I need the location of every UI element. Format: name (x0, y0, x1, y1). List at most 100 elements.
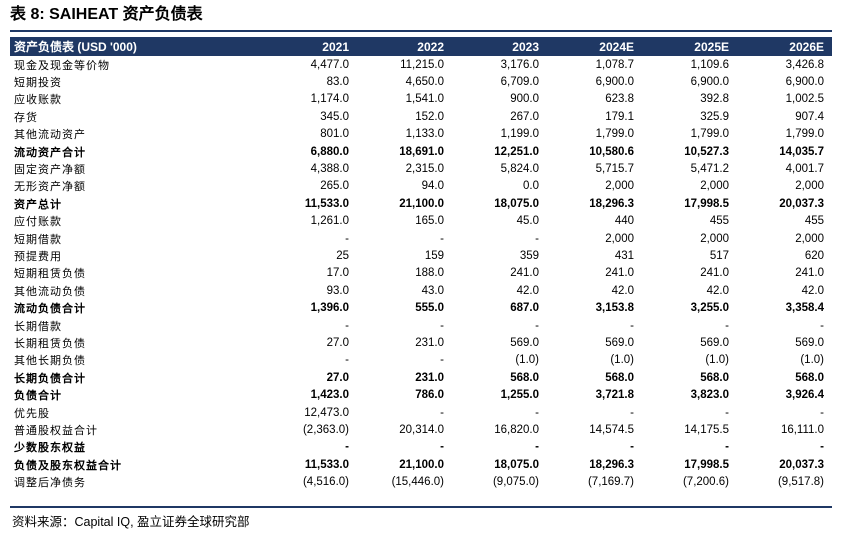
table-cell: 6,900.0 (595, 76, 634, 89)
header-row: 资产负债表 (USD '000) 2021 2022 2023 2024E 2025E 20… (10, 37, 832, 56)
table-cell: 93.0 (326, 284, 349, 297)
table-row: 预提费用 25 159 359 431 517 620 (10, 247, 832, 264)
table-row: 其他流动负债 93.0 43.0 42.0 42.0 42.0 42.0 (10, 282, 832, 299)
table-cell: 159 (424, 249, 444, 262)
table-cell: 16,820.0 (494, 423, 539, 436)
table-cell: 3,823.0 (690, 389, 729, 402)
row-label: 应付账款 (14, 215, 62, 229)
table-row: 无形资产净额 265.0 94.0 0.0 2,000 2,000 2,000 (10, 178, 832, 195)
row-label: 长期租赁负债 (14, 336, 86, 350)
row-label: 其他长期负债 (14, 354, 86, 368)
table-cell: 43.0 (421, 284, 444, 297)
table-cell: 1,078.7 (595, 58, 634, 71)
table-cell: 2,000 (795, 232, 824, 245)
table-cell: 12,473.0 (304, 406, 349, 419)
table-row: 负债及股东权益合计 11,533.0 21,100.0 18,075.0 18,296.… (10, 456, 832, 473)
table-cell: - (725, 441, 729, 454)
table-cell: (7,169.7) (587, 476, 634, 489)
table-row: 流动负债合计 1,396.0 555.0 687.0 3,153.8 3,255.0 3,3… (10, 299, 832, 316)
table-cell: 231.0 (415, 371, 444, 384)
table-cell: - (440, 354, 444, 367)
table-cell: 17,998.5 (684, 197, 729, 210)
table-cell: 569.0 (700, 336, 729, 349)
row-label: 其他流动负债 (14, 284, 86, 298)
table-cell: - (725, 406, 729, 419)
table-cell: 27.0 (326, 336, 349, 349)
table-cell: 3,153.8 (595, 302, 634, 315)
table-cell: 42.0 (706, 284, 729, 297)
table-cell: - (630, 406, 634, 419)
table-cell: 17,998.5 (684, 458, 729, 471)
table-cell: 569.0 (795, 336, 824, 349)
table-cell: 569.0 (605, 336, 634, 349)
table-cell: 94.0 (421, 180, 444, 193)
table-row: 普通股权益合计 (2,363.0) 20,314.0 16,820.0 14,574.5… (10, 421, 832, 438)
table-cell: - (535, 232, 539, 245)
row-label: 负债及股东权益合计 (14, 458, 122, 472)
row-label: 资产总计 (14, 197, 62, 211)
header-year: 2021 (322, 39, 349, 54)
table-row: 资产总计 11,533.0 21,100.0 18,075.0 18,296.3 17,9… (10, 195, 832, 212)
table-cell: 3,176.0 (500, 58, 539, 71)
table-cell: 801.0 (320, 128, 349, 141)
table-cell: - (630, 319, 634, 332)
row-label: 负债合计 (14, 389, 62, 403)
row-label: 优先股 (14, 406, 50, 420)
table-cell: 0.0 (523, 180, 539, 193)
table-cell: 11,533.0 (304, 197, 349, 210)
table-cell: 568.0 (605, 371, 634, 384)
table-cell: 3,358.4 (785, 302, 824, 315)
table-cell: 3,926.4 (785, 389, 824, 402)
balance-sheet-table: 资产负债表 (USD '000) 2021 2022 2023 2024E 2025E 20… (10, 37, 832, 491)
table-row: 短期投资 83.0 4,650.0 6,709.0 6,900.0 6,900.0 6,90… (10, 73, 832, 90)
table-cell: 568.0 (700, 371, 729, 384)
table-row: 现金及现金等价物 4,477.0 11,215.0 3,176.0 1,078.7 1,1… (10, 56, 832, 73)
row-label: 固定资产净额 (14, 163, 86, 177)
table-cell: 569.0 (510, 336, 539, 349)
table-cell: (9,075.0) (492, 476, 539, 489)
table-cell: 20,037.3 (779, 458, 824, 471)
table-cell: 1,255.0 (500, 389, 539, 402)
table-cell: 18,296.3 (589, 197, 634, 210)
table-cell: - (440, 441, 444, 454)
table-cell: 16,111.0 (780, 423, 824, 436)
table-cell: 42.0 (801, 284, 824, 297)
table-cell: 786.0 (415, 389, 444, 402)
table-cell: 620 (804, 249, 824, 262)
table-cell: 568.0 (510, 371, 539, 384)
table-cell: 27.0 (326, 371, 349, 384)
header-year: 2024E (599, 39, 634, 54)
table-cell: 10,580.6 (589, 145, 634, 158)
row-label: 应收账款 (14, 93, 62, 107)
table-cell: 325.9 (700, 110, 729, 123)
row-label: 流动资产合计 (14, 145, 86, 159)
table-row: 短期借款 - - - 2,000 2,000 2,000 (10, 230, 832, 247)
header-year: 2026E (789, 39, 824, 54)
table-cell: 359 (519, 249, 539, 262)
table-cell: 4,650.0 (405, 76, 444, 89)
table-cell: 152.0 (415, 110, 444, 123)
table-cell: 188.0 (415, 267, 444, 280)
table-cell: 1,174.0 (310, 93, 349, 106)
table-row: 长期负债合计 27.0 231.0 568.0 568.0 568.0 568.0 (10, 369, 832, 386)
header-year: 2023 (512, 39, 539, 54)
table-cell: - (440, 319, 444, 332)
table-cell: 45.0 (516, 215, 539, 228)
table-cell: (1.0) (515, 354, 539, 367)
table-row: 调整后净债务 (4,516.0) (15,446.0) (9,075.0) (7,169… (10, 473, 832, 490)
table-cell: 1,002.5 (785, 93, 824, 106)
table-cell: 5,471.2 (690, 163, 729, 176)
table-cell: 687.0 (510, 302, 539, 315)
table-cell: 1,423.0 (310, 389, 349, 402)
table-row: 少数股东权益 - - - - - - (10, 439, 832, 456)
table-cell: - (440, 232, 444, 245)
row-label: 其他流动资产 (14, 128, 86, 142)
table-cell: 18,691.0 (399, 145, 444, 158)
table-row: 长期借款 - - - - - - (10, 317, 832, 334)
table-cell: 20,314.0 (399, 423, 444, 436)
table-cell: 18,075.0 (494, 197, 539, 210)
table-title: 表 8: SAIHEAT 资产负债表 (10, 6, 203, 23)
table-cell: 6,900.0 (690, 76, 729, 89)
table-cell: - (345, 319, 349, 332)
table-cell: 455 (709, 215, 729, 228)
